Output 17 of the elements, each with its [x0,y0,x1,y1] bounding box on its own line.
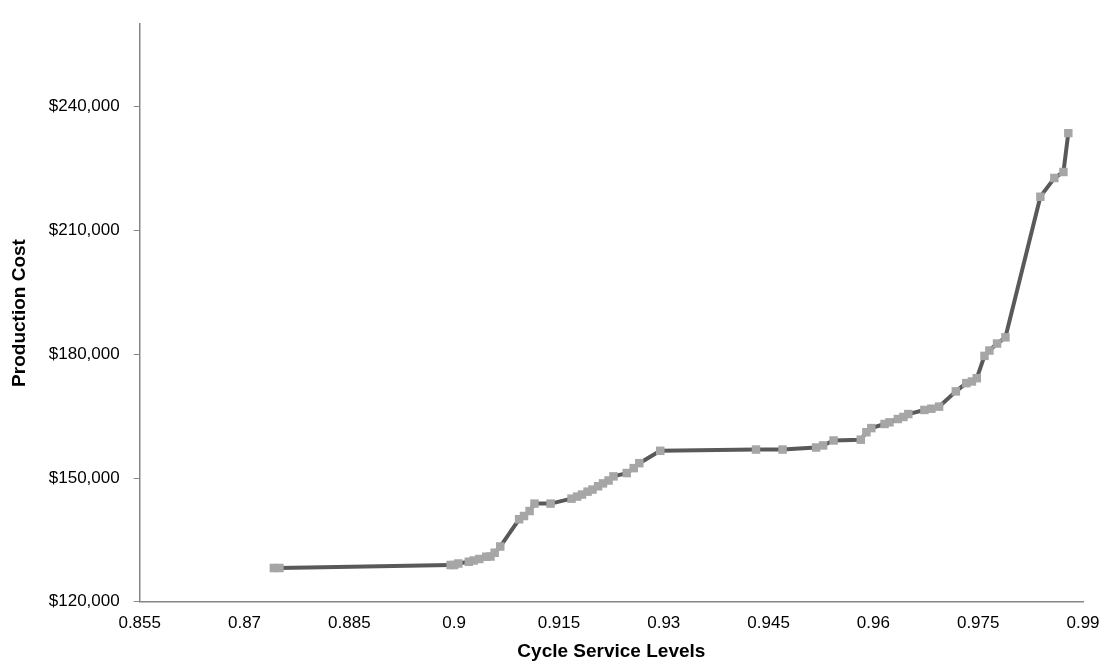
x-tick-label: 0.87 [227,612,262,632]
y-axis-title: Production Cost [7,238,29,387]
x-axis-title: Cycle Service Levels [517,639,706,661]
y-tick-label: $240,000 [48,96,120,116]
y-tick-label: $120,000 [48,591,120,611]
y-tick-label: $180,000 [48,343,120,363]
x-tick-label: 0.915 [537,612,581,632]
y-tick-label: $150,000 [48,467,120,487]
x-tick-label: 0.945 [747,612,790,632]
x-tick-label: 0.9 [442,612,466,632]
x-tick-label: 0.99 [1066,612,1100,632]
y-tick-label: $210,000 [48,220,120,240]
x-tick-label: 0.855 [118,612,161,632]
x-tick-label: 0.885 [328,612,371,632]
x-tick-label: 0.975 [956,612,1000,632]
x-tick-label: 0.96 [856,612,890,632]
x-tick-label: 0.93 [647,612,681,632]
